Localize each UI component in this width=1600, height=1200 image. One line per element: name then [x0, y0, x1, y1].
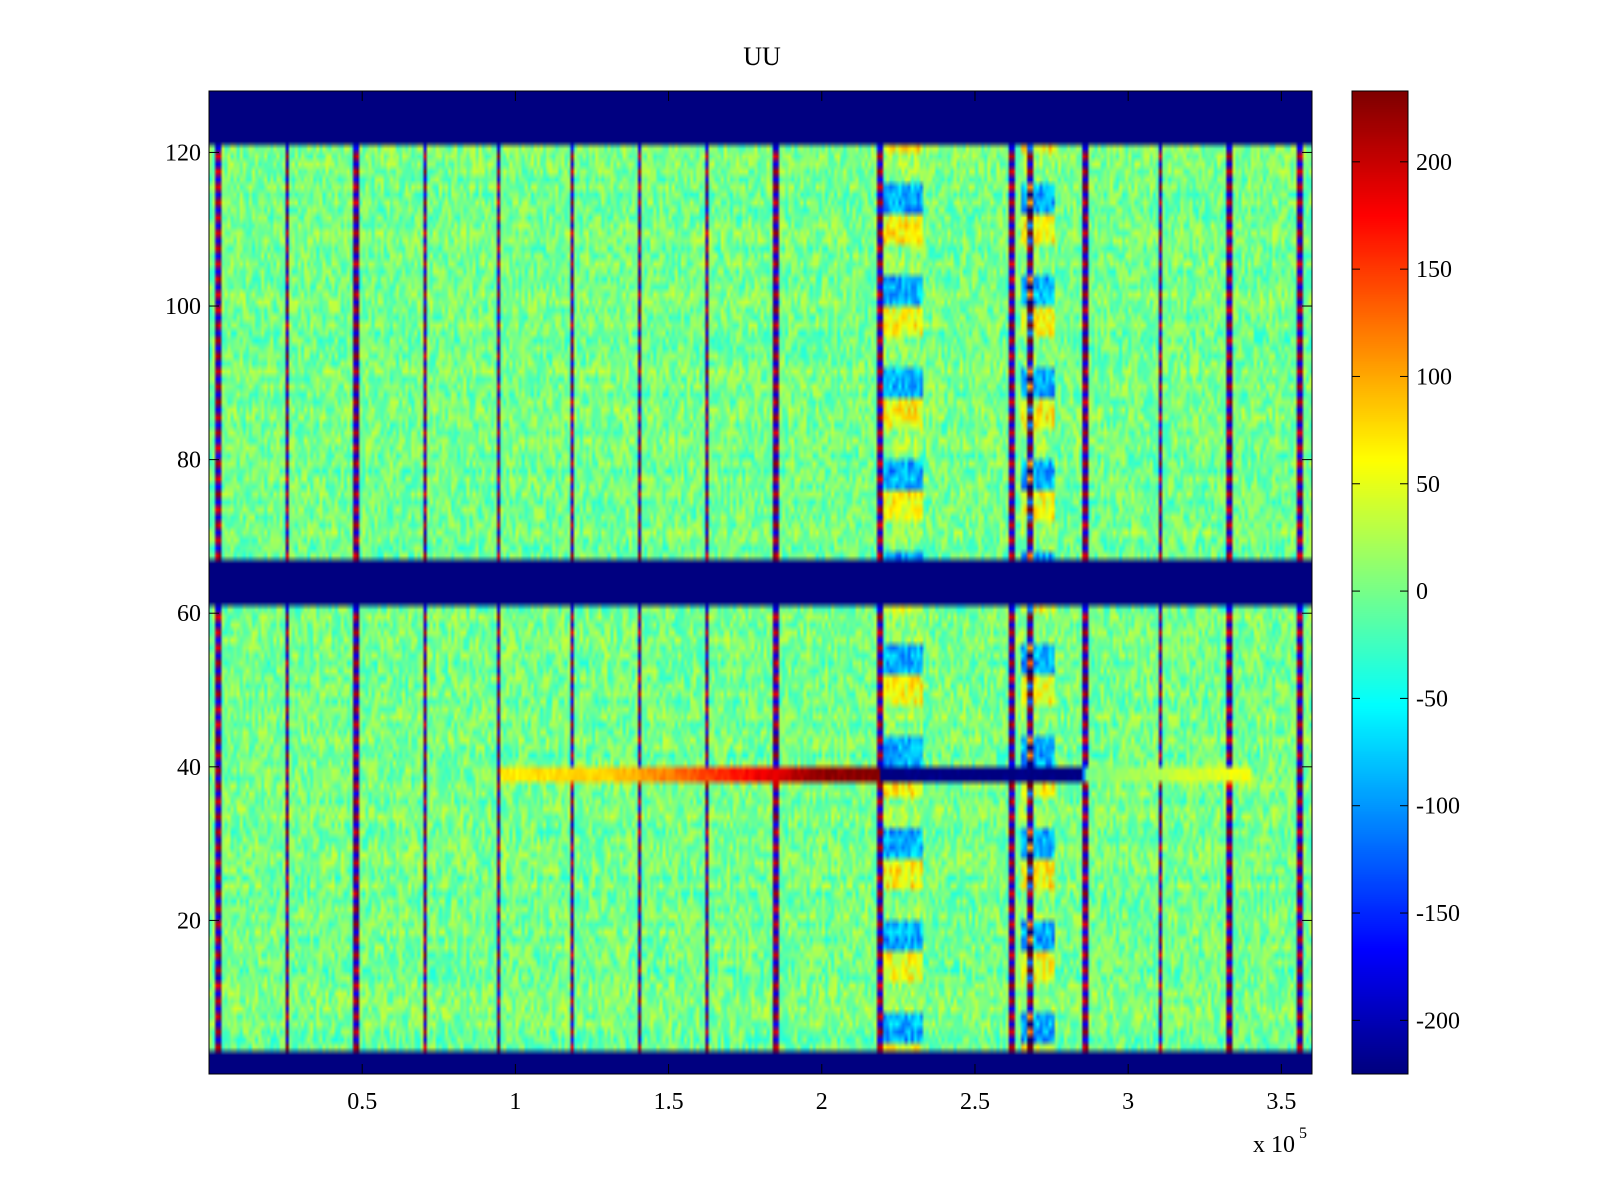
x-tick-label: 3.5 — [1266, 1089, 1296, 1115]
colorbar-tick-label: 150 — [1416, 257, 1452, 283]
colorbar-tick-label: 100 — [1416, 364, 1452, 390]
x-tick-label: 3 — [1122, 1089, 1134, 1115]
y-axis: 20 40 60 80 100 120 — [165, 140, 1312, 934]
colorbar-tick-label: -50 — [1416, 686, 1448, 712]
colorbar-ticks: -200 -150 -100 -50 0 50 100 150 200 — [1352, 150, 1460, 1034]
colorbar-tick-label: -150 — [1416, 901, 1460, 927]
x-multiplier-label: x 10 5 — [1253, 1125, 1307, 1158]
x-tick-label: 2.5 — [960, 1089, 990, 1115]
x-multiplier-base: x 10 — [1253, 1132, 1295, 1158]
x-multiplier-exponent: 5 — [1299, 1125, 1307, 1142]
heatmap-image — [209, 91, 1312, 1074]
x-tick-label: 2 — [816, 1089, 828, 1115]
x-tick-label: 1 — [509, 1089, 521, 1115]
chart-title: UU — [743, 42, 781, 71]
y-tick-label: 20 — [177, 908, 201, 934]
colorbar: -200 -150 -100 -50 0 50 100 150 200 — [1351, 90, 1460, 1075]
colorbar-tick-label: -200 — [1416, 1008, 1460, 1034]
x-tick-label: 1.5 — [654, 1089, 684, 1115]
y-tick-label: 100 — [165, 294, 201, 320]
y-tick-label: 60 — [177, 601, 201, 627]
y-tick-label: 120 — [165, 140, 201, 166]
plot-frame — [208, 90, 1313, 1075]
x-axis: 0.5 1 1.5 2 2.5 3 3.5 — [347, 91, 1296, 1115]
y-tick-label: 80 — [177, 448, 201, 474]
colorbar-tick-label: -100 — [1416, 794, 1460, 820]
colorbar-tick-label: 50 — [1416, 472, 1440, 498]
heatmap-area — [208, 90, 1313, 1075]
colorbar-frame — [1351, 90, 1409, 1075]
y-tick-label: 40 — [177, 755, 201, 781]
colorbar-gradient — [1352, 91, 1408, 1074]
colorbar-tick-label: 200 — [1416, 150, 1452, 176]
colorbar-tick-label: 0 — [1416, 579, 1428, 605]
x-tick-label: 0.5 — [347, 1089, 377, 1115]
